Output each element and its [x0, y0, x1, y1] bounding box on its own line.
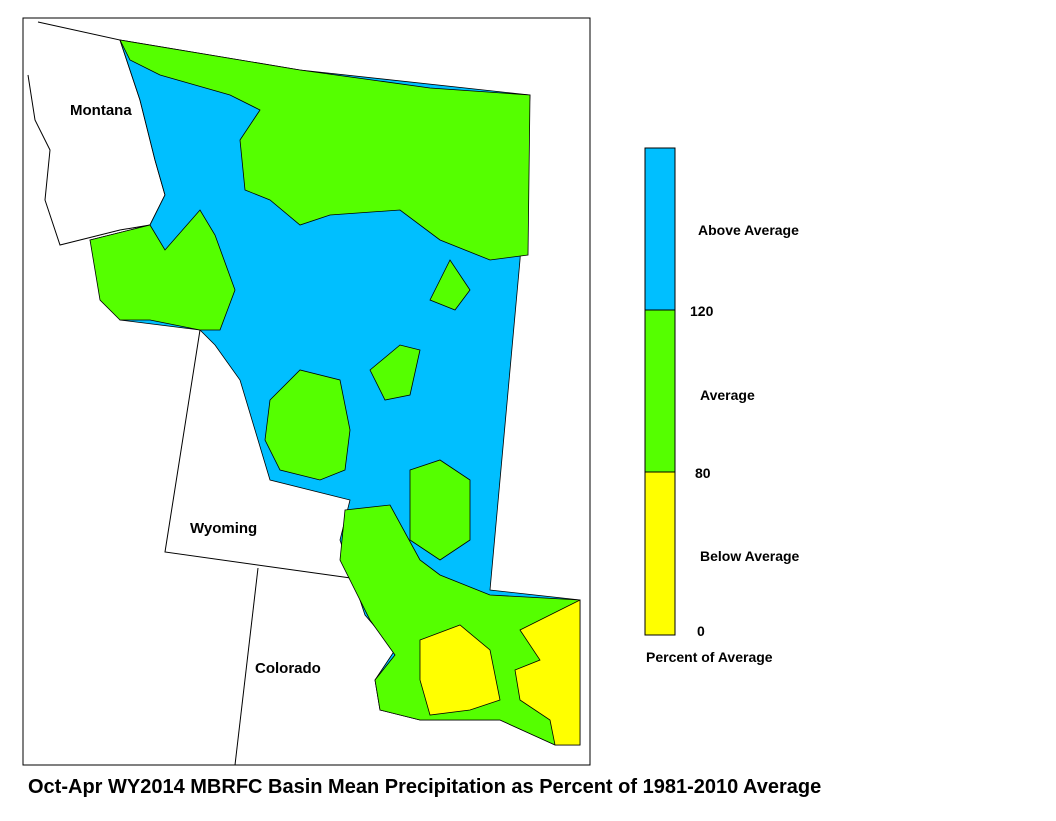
legend-break: 0: [697, 623, 705, 639]
legend-label: Average: [700, 387, 755, 403]
basins: [89, 39, 581, 746]
legend-swatch: [644, 471, 676, 636]
basin-region: [89, 209, 236, 331]
state-label: Colorado: [255, 660, 321, 677]
legend-swatch: [644, 309, 676, 473]
basin-region: [419, 624, 501, 716]
state-label: Montana: [70, 102, 132, 119]
legend-swatch: [644, 147, 676, 311]
basin-region: [409, 459, 471, 561]
basin-region: [514, 599, 581, 746]
wyoming-outline: [164, 329, 366, 581]
basin-region: [119, 39, 531, 261]
legend-break: 80: [695, 465, 711, 481]
legend-label: Below Average: [700, 548, 800, 564]
state-label: Wyoming: [190, 520, 257, 537]
legend-label: Above Average: [698, 222, 799, 238]
basin-region: [429, 259, 471, 311]
legend-break: 120: [690, 303, 714, 319]
basin-region: [369, 344, 421, 401]
caption: Oct-Apr WY2014 MBRFC Basin Mean Precipit…: [28, 776, 821, 798]
legend-title: Percent of Average: [646, 649, 773, 665]
basin-region: [264, 369, 351, 481]
colorado-outline: [234, 567, 259, 766]
